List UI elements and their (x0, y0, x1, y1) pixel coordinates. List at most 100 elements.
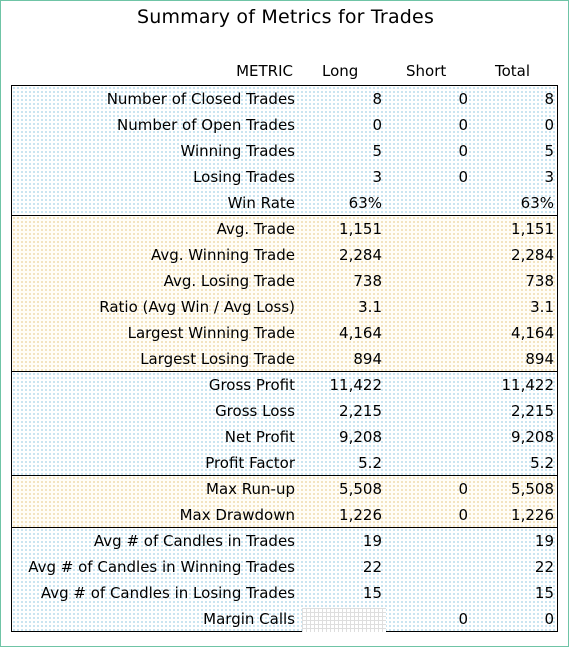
empty-cell-grid (302, 608, 386, 632)
long-value: 1,226 (339, 506, 382, 524)
total-value: 3.1 (530, 298, 554, 316)
metric-label: Losing Trades (193, 168, 295, 186)
long-value: 19 (362, 532, 382, 550)
long-value: 3.1 (358, 298, 382, 316)
long-value: 5.2 (358, 454, 382, 472)
table-row: Margin Calls 0 0 (12, 606, 557, 632)
metric-label: Max Run-up (206, 480, 295, 498)
total-value: 19 (534, 532, 554, 550)
long-value: 2,284 (339, 246, 382, 264)
long-value: 1,151 (339, 220, 382, 238)
total-value: 1,151 (511, 220, 554, 238)
total-value: 8 (544, 90, 554, 108)
column-header-short: Short (406, 62, 447, 80)
table-row: Avg # of Candles in Trades 19 19 (12, 528, 557, 554)
metric-label: Avg # of Candles in Losing Trades (40, 584, 295, 602)
metric-label: Avg. Winning Trade (150, 246, 295, 264)
column-header-long: Long (322, 62, 359, 80)
panel-title: Summary of Metrics for Trades (136, 6, 435, 28)
metric-label: Number of Closed Trades (106, 90, 295, 108)
metric-label: Largest Losing Trade (140, 350, 295, 368)
column-header-total: Total (495, 62, 531, 80)
table-row: Gross Profit 11,422 11,422 (12, 372, 557, 398)
metrics-section: Number of Closed Trades 8 0 8 Number of Open… (11, 85, 558, 216)
metric-label: Winning Trades (180, 142, 295, 160)
metric-label: Profit Factor (205, 454, 295, 472)
short-value: 0 (458, 90, 468, 108)
metrics-section: Avg # of Candles in Trades 19 19 Avg # of C… (11, 527, 558, 632)
total-value: 738 (525, 272, 554, 290)
short-value: 0 (458, 506, 468, 524)
total-value: 894 (525, 350, 554, 368)
metric-label: Win Rate (227, 194, 295, 212)
total-value: 3 (544, 168, 554, 186)
table-row: Winning Trades 5 0 5 (12, 138, 557, 164)
long-value: 22 (362, 558, 382, 576)
total-value: 1,226 (511, 506, 554, 524)
total-value: 11,422 (501, 376, 555, 394)
total-value: 2,215 (511, 402, 554, 420)
short-value: 0 (458, 610, 468, 628)
total-value: 0 (544, 610, 554, 628)
metric-label: Gross Profit (208, 376, 295, 394)
long-value: 15 (362, 584, 382, 602)
table-row: Losing Trades 3 0 3 (12, 164, 557, 190)
metric-label: Ratio (Avg Win / Avg Loss) (99, 298, 295, 316)
metric-label: Net Profit (224, 428, 295, 446)
metrics-section: Max Run-up 5,508 0 5,508 Max Drawdown 1,226 0 1… (11, 475, 558, 528)
column-header-metric: METRIC (236, 62, 293, 80)
total-value: 63% (520, 194, 554, 212)
long-value: 3 (372, 168, 382, 186)
total-value: 5.2 (530, 454, 554, 472)
total-value: 0 (544, 116, 554, 134)
table-row: Profit Factor 5.2 5.2 (12, 450, 557, 476)
long-value: 9,208 (339, 428, 382, 446)
long-value: 894 (353, 350, 382, 368)
table-row: Win Rate 63% 63% (12, 190, 557, 216)
short-value: 0 (458, 116, 468, 134)
table-row: Max Run-up 5,508 0 5,508 (12, 476, 557, 502)
metric-label: Margin Calls (203, 610, 295, 628)
total-value: 22 (534, 558, 554, 576)
metric-label: Avg. Trade (216, 220, 295, 238)
total-value: 2,284 (511, 246, 554, 264)
table-row: Avg. Winning Trade 2,284 2,284 (12, 242, 557, 268)
long-value: 11,422 (329, 376, 383, 394)
long-value: 2,215 (339, 402, 382, 420)
metric-label: Number of Open Trades (117, 116, 295, 134)
short-value: 0 (458, 168, 468, 186)
table-row: Net Profit 9,208 9,208 (12, 424, 557, 450)
long-value: 738 (353, 272, 382, 290)
long-value: 5 (372, 142, 382, 160)
table-row: Avg # of Candles in Winning Trades 22 22 (12, 554, 557, 580)
metric-label: Max Drawdown (179, 506, 295, 524)
metric-label: Avg # of Candles in Trades (93, 532, 295, 550)
long-value: 4,164 (339, 324, 382, 342)
short-value: 0 (458, 142, 468, 160)
long-value: 0 (372, 116, 382, 134)
long-value: 5,508 (339, 480, 382, 498)
metric-label: Avg # of Candles in Winning Trades (28, 558, 295, 576)
table-row: Max Drawdown 1,226 0 1,226 (12, 502, 557, 528)
long-value: 8 (372, 90, 382, 108)
table-row: Avg. Losing Trade 738 738 (12, 268, 557, 294)
metrics-section: Avg. Trade 1,151 1,151 Avg. Winning Trade 2,… (11, 215, 558, 372)
total-value: 15 (534, 584, 554, 602)
table-row: Number of Open Trades 0 0 0 (12, 112, 557, 138)
table-row: Largest Winning Trade 4,164 4,164 (12, 320, 557, 346)
metric-label: Largest Winning Trade (127, 324, 295, 342)
total-value: 5 (544, 142, 554, 160)
total-value: 9,208 (511, 428, 554, 446)
table-row: Ratio (Avg Win / Avg Loss) 3.1 3.1 (12, 294, 557, 320)
metric-label: Gross Loss (215, 402, 295, 420)
total-value: 4,164 (511, 324, 554, 342)
table-row: Avg # of Candles in Losing Trades 15 15 (12, 580, 557, 606)
long-value: 63% (348, 194, 382, 212)
metrics-section: Gross Profit 11,422 11,422 Gross Loss 2,215 2… (11, 371, 558, 476)
short-value: 0 (458, 480, 468, 498)
metric-label: Avg. Losing Trade (163, 272, 295, 290)
table-row: Number of Closed Trades 8 0 8 (12, 86, 557, 112)
table-row: Avg. Trade 1,151 1,151 (12, 216, 557, 242)
table-row: Gross Loss 2,215 2,215 (12, 398, 557, 424)
